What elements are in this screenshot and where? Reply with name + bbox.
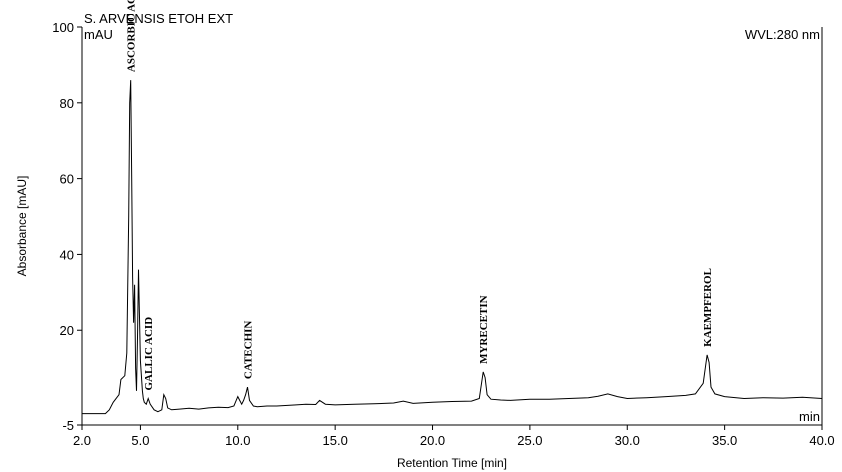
y-tick-label: -5 — [62, 418, 74, 433]
x-tick-label: 2.0 — [73, 433, 91, 448]
peak-label: KAEMPFEROL — [702, 268, 714, 347]
x-tick-label: 35.0 — [712, 433, 737, 448]
y-tick-label: 40 — [60, 247, 74, 262]
wavelength-label: WVL:280 nm — [745, 27, 820, 42]
y-unit-label: mAU — [84, 27, 113, 42]
x-unit-label: min — [799, 409, 820, 424]
chromatogram-trace — [82, 80, 823, 415]
x-tick-label: 40.0 — [809, 433, 834, 448]
y-tick-label: 80 — [60, 96, 74, 111]
peak-label: CATECHIN — [243, 321, 255, 380]
x-tick-label: 30.0 — [615, 433, 640, 448]
y-axis-title: Absorbance [mAU] — [15, 176, 29, 277]
chart-title: S. ARVENSIS ETOH EXT — [84, 11, 233, 26]
x-tick-label: 10.0 — [225, 433, 250, 448]
peak-label: GALLIC ACID — [143, 317, 155, 391]
x-tick-label: 5.0 — [131, 433, 149, 448]
peak-label: ASCORBIC ACID — [126, 0, 138, 72]
y-tick-label: 60 — [60, 172, 74, 187]
x-tick-label: 20.0 — [420, 433, 445, 448]
x-tick-label: 15.0 — [323, 433, 348, 448]
peak-label: MYRECETIN — [478, 295, 490, 364]
y-tick-label: 20 — [60, 323, 74, 338]
x-axis-title: Retention Time [min] — [397, 456, 507, 470]
x-tick-label: 25.0 — [517, 433, 542, 448]
y-tick-label: 100 — [52, 20, 74, 35]
